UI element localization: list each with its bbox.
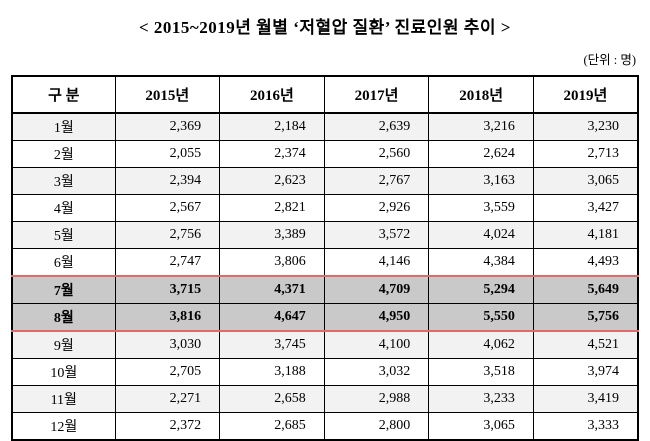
value-cell: 3,419 — [532, 385, 639, 413]
value-cell: 2,271 — [114, 385, 221, 413]
value-cell: 2,685 — [219, 412, 325, 441]
table-row: 9월 3,030 3,745 4,100 4,062 4,521 — [11, 330, 639, 359]
value-cell: 3,065 — [532, 167, 639, 195]
value-cell: 2,988 — [323, 385, 430, 413]
value-cell: 4,371 — [219, 275, 325, 304]
value-cell: 3,715 — [114, 275, 221, 304]
table-title: < 2015~2019년 월별 ‘저혈압 질환’ 진료인원 추이 > — [139, 18, 511, 37]
value-cell: 4,024 — [428, 221, 534, 249]
month-cell: 12월 — [11, 412, 116, 441]
value-cell: 2,767 — [323, 167, 430, 195]
year-column-header: 2015년 — [114, 75, 221, 114]
value-cell: 4,181 — [532, 221, 639, 249]
value-cell: 2,821 — [219, 194, 325, 222]
header-row: 구 분 2015년 2016년 2017년 2018년 2019년 — [11, 75, 639, 114]
value-cell: 3,518 — [428, 358, 534, 386]
value-cell: 5,294 — [428, 275, 534, 304]
value-cell: 3,230 — [532, 112, 639, 141]
value-cell: 2,705 — [114, 358, 221, 386]
value-cell: 3,032 — [323, 358, 430, 386]
month-cell: 8월 — [11, 303, 116, 332]
value-cell: 2,394 — [114, 167, 221, 195]
unit-label: (단위 : 명) — [583, 53, 636, 67]
value-cell: 2,756 — [114, 221, 221, 249]
value-cell: 4,647 — [219, 303, 325, 332]
year-column-header: 2018년 — [428, 75, 534, 114]
table-row: 2월 2,055 2,374 2,560 2,624 2,713 — [11, 140, 639, 168]
value-cell: 2,800 — [323, 412, 430, 441]
value-cell: 3,572 — [323, 221, 430, 249]
value-cell: 3,065 — [428, 412, 534, 441]
value-cell: 3,216 — [428, 112, 534, 141]
value-cell: 2,567 — [114, 194, 221, 222]
value-cell: 2,713 — [532, 140, 639, 168]
value-cell: 3,816 — [114, 303, 221, 332]
value-cell: 3,030 — [114, 330, 221, 359]
month-cell: 3월 — [11, 167, 116, 195]
value-cell: 4,493 — [532, 248, 639, 277]
value-cell: 2,624 — [428, 140, 534, 168]
value-cell: 3,163 — [428, 167, 534, 195]
value-cell: 4,709 — [323, 275, 430, 304]
value-cell: 3,974 — [532, 358, 639, 386]
value-cell: 3,427 — [532, 194, 639, 222]
value-cell: 5,649 — [532, 275, 639, 304]
table-row: 7월 3,715 4,371 4,709 5,294 5,649 — [11, 275, 639, 304]
value-cell: 2,184 — [219, 112, 325, 141]
value-cell: 3,559 — [428, 194, 534, 222]
table-row: 4월 2,567 2,821 2,926 3,559 3,427 — [11, 194, 639, 222]
value-cell: 2,560 — [323, 140, 430, 168]
month-cell: 9월 — [11, 330, 116, 359]
table-row: 6월 2,747 3,806 4,146 4,384 4,493 — [11, 248, 639, 277]
value-cell: 5,756 — [532, 303, 639, 332]
month-cell: 7월 — [11, 275, 116, 304]
value-cell: 4,950 — [323, 303, 430, 332]
value-cell: 2,639 — [323, 112, 430, 141]
value-cell: 2,926 — [323, 194, 430, 222]
value-cell: 4,384 — [428, 248, 534, 277]
value-cell: 3,233 — [428, 385, 534, 413]
value-cell: 2,055 — [114, 140, 221, 168]
month-cell: 10월 — [11, 358, 116, 386]
year-column-header: 2019년 — [532, 75, 639, 114]
value-cell: 3,333 — [532, 412, 639, 441]
table-body: 1월 2,369 2,184 2,639 3,216 3,230 2월 2,055 2,374 2… — [11, 112, 639, 441]
value-cell: 2,747 — [114, 248, 221, 277]
table-row: 10월 2,705 3,188 3,032 3,518 3,974 — [11, 358, 639, 386]
table-row: 11월 2,271 2,658 2,988 3,233 3,419 — [11, 385, 639, 413]
value-cell: 4,146 — [323, 248, 430, 277]
value-cell: 2,623 — [219, 167, 325, 195]
year-column-header: 2016년 — [219, 75, 325, 114]
value-cell: 2,372 — [114, 412, 221, 441]
monthly-patient-table: 구 분 2015년 2016년 2017년 2018년 2019년 1월 2,369 2,18… — [11, 75, 639, 441]
value-cell: 4,100 — [323, 330, 430, 359]
value-cell: 3,745 — [219, 330, 325, 359]
month-cell: 4월 — [11, 194, 116, 222]
month-cell: 2월 — [11, 140, 116, 168]
value-cell: 3,389 — [219, 221, 325, 249]
value-cell: 3,806 — [219, 248, 325, 277]
value-cell: 3,188 — [219, 358, 325, 386]
value-cell: 4,062 — [428, 330, 534, 359]
table-row: 5월 2,756 3,389 3,572 4,024 4,181 — [11, 221, 639, 249]
month-cell: 5월 — [11, 221, 116, 249]
value-cell: 5,550 — [428, 303, 534, 332]
table-row: 12월 2,372 2,685 2,800 3,065 3,333 — [11, 412, 639, 441]
month-cell: 6월 — [11, 248, 116, 277]
table-row: 8월 3,816 4,647 4,950 5,550 5,756 — [11, 303, 639, 332]
table-row: 1월 2,369 2,184 2,639 3,216 3,230 — [11, 112, 639, 141]
month-cell: 11월 — [11, 385, 116, 413]
value-cell: 2,658 — [219, 385, 325, 413]
year-column-header: 2017년 — [323, 75, 430, 114]
value-cell: 2,369 — [114, 112, 221, 141]
value-cell: 2,374 — [219, 140, 325, 168]
month-cell: 1월 — [11, 112, 116, 141]
table-row: 3월 2,394 2,623 2,767 3,163 3,065 — [11, 167, 639, 195]
value-cell: 4,521 — [532, 330, 639, 359]
row-header-column-label: 구 분 — [11, 75, 116, 114]
